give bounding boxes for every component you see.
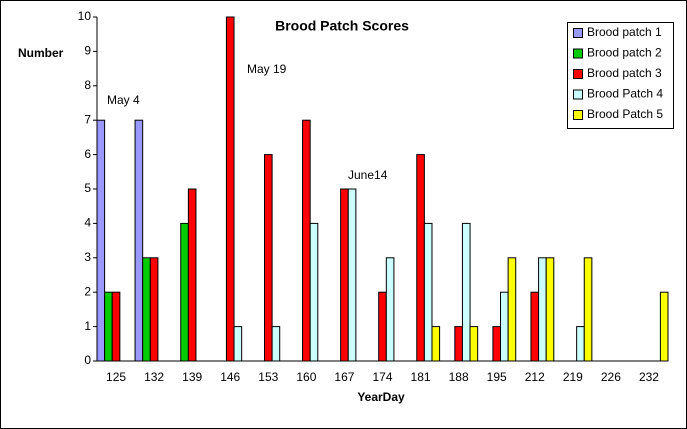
bar (271, 326, 281, 362)
legend-label: Brood Patch 4 (587, 87, 663, 101)
chart-title: Brood Patch Scores (275, 18, 409, 34)
y-tick-label: 1 (84, 319, 91, 333)
bar (134, 119, 144, 362)
bar (340, 188, 349, 362)
x-axis-label: YearDay (357, 390, 405, 404)
x-tick-label: 167 (334, 370, 354, 384)
bar (583, 257, 593, 362)
y-axis-label: Number (18, 46, 64, 60)
bar (431, 326, 441, 362)
x-tick-label: 226 (601, 370, 621, 384)
bar (416, 154, 425, 362)
legend-swatch (573, 110, 583, 120)
bar (538, 257, 547, 362)
x-tick-label: 153 (258, 370, 278, 384)
bar (233, 326, 243, 362)
legend-label: Brood patch 3 (587, 66, 662, 80)
bar (530, 291, 540, 362)
bar (492, 326, 502, 362)
legend-swatch (573, 69, 583, 79)
x-tick-label: 212 (525, 370, 545, 384)
annotation: May 4 (107, 93, 140, 107)
bar (500, 291, 509, 362)
bar (385, 257, 395, 362)
x-tick-label: 195 (487, 370, 507, 384)
bar (104, 291, 113, 362)
x-tick-label: 146 (220, 370, 240, 384)
bar (225, 16, 235, 362)
legend-label: Brood Patch 5 (587, 107, 663, 121)
bar (149, 257, 159, 362)
x-tick-label: 160 (296, 370, 316, 384)
bar (187, 188, 197, 362)
legend-swatch (573, 48, 583, 59)
annotation: June14 (348, 168, 388, 182)
legend-label: Brood patch 1 (587, 25, 662, 39)
x-tick-label: 181 (411, 370, 431, 384)
bar (423, 222, 433, 362)
x-tick-label: 139 (182, 370, 202, 384)
legend-box (567, 22, 674, 129)
bar (263, 154, 273, 362)
bar (347, 188, 357, 362)
bar (111, 291, 121, 362)
bar (96, 119, 106, 362)
bar (180, 222, 189, 362)
x-tick-label: 232 (639, 370, 659, 384)
x-tick-label: 174 (372, 370, 392, 384)
y-tick-label: 3 (84, 250, 91, 264)
bar (309, 222, 319, 362)
x-tick-label: 219 (563, 370, 583, 384)
bar (507, 257, 517, 362)
bar (378, 291, 387, 362)
y-tick-label: 6 (84, 147, 91, 161)
annotation: May 19 (247, 62, 287, 76)
legend-swatch (573, 89, 583, 100)
y-tick-label: 7 (84, 112, 91, 126)
x-tick-label: 125 (106, 370, 126, 384)
bar (454, 326, 463, 362)
bar (461, 222, 471, 362)
y-tick-label: 2 (84, 284, 91, 298)
x-tick-label: 188 (449, 370, 469, 384)
bar (469, 326, 479, 362)
y-tick-label: 0 (84, 353, 91, 367)
y-tick-label: 8 (84, 78, 91, 92)
y-tick-label: 9 (84, 44, 91, 58)
bar (545, 257, 555, 362)
bar (576, 326, 585, 362)
bar (142, 257, 151, 362)
bar (659, 291, 669, 362)
bar (302, 119, 311, 362)
x-tick-label: 132 (144, 370, 164, 384)
y-tick-label: 4 (84, 216, 91, 230)
legend-swatch (573, 28, 583, 38)
y-tick-label: 5 (84, 181, 91, 195)
legend-label: Brood patch 2 (587, 46, 662, 60)
y-tick-label: 10 (78, 9, 92, 23)
